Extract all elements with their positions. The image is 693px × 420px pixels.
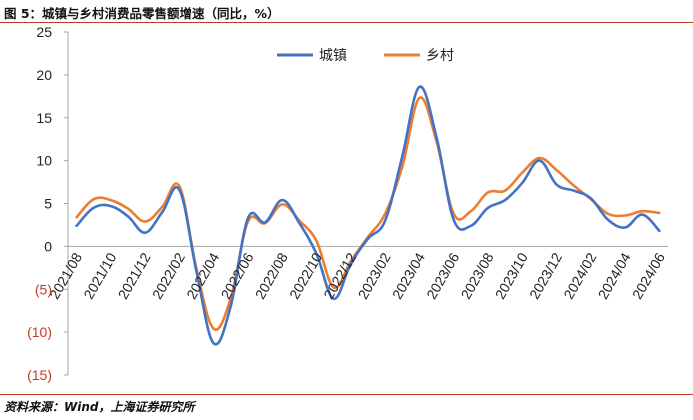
y-tick-label: (10)	[27, 324, 52, 340]
legend-label-0: 城镇	[319, 48, 347, 64]
top-divider	[0, 22, 693, 23]
y-tick-label: 20	[36, 67, 52, 83]
series-line-0	[75, 85, 661, 346]
line-chart: 2021/082021/102021/122022/022022/042022/…	[27, 24, 668, 383]
bottom-divider	[0, 394, 693, 395]
series-layer	[75, 85, 661, 346]
y-tick-label: (15)	[27, 367, 52, 383]
y-tick-label: (5)	[35, 281, 52, 297]
y-tick-label: 0	[44, 238, 52, 254]
y-tick-labels: 25 20 15 10 5 0 (5) (10) (15)	[27, 24, 52, 383]
x-tick-label: 2024/06	[629, 250, 668, 302]
x-tick-labels: 2021/082021/102021/122022/022022/042022/…	[46, 250, 668, 302]
chart-axes	[64, 31, 668, 376]
y-tick-label: 5	[44, 196, 52, 212]
legend-label-1: 乡村	[426, 48, 454, 64]
source-note: 资料来源：Wind，上海证券研究所	[4, 400, 195, 414]
y-tick-label: 15	[36, 110, 52, 126]
y-tick-label: 10	[36, 153, 52, 169]
y-tick-label: 25	[36, 24, 52, 40]
legend: 城镇 乡村	[277, 48, 454, 64]
figure-title: 图 5：城镇与乡村消费品零售额增速（同比，%）	[4, 6, 280, 21]
